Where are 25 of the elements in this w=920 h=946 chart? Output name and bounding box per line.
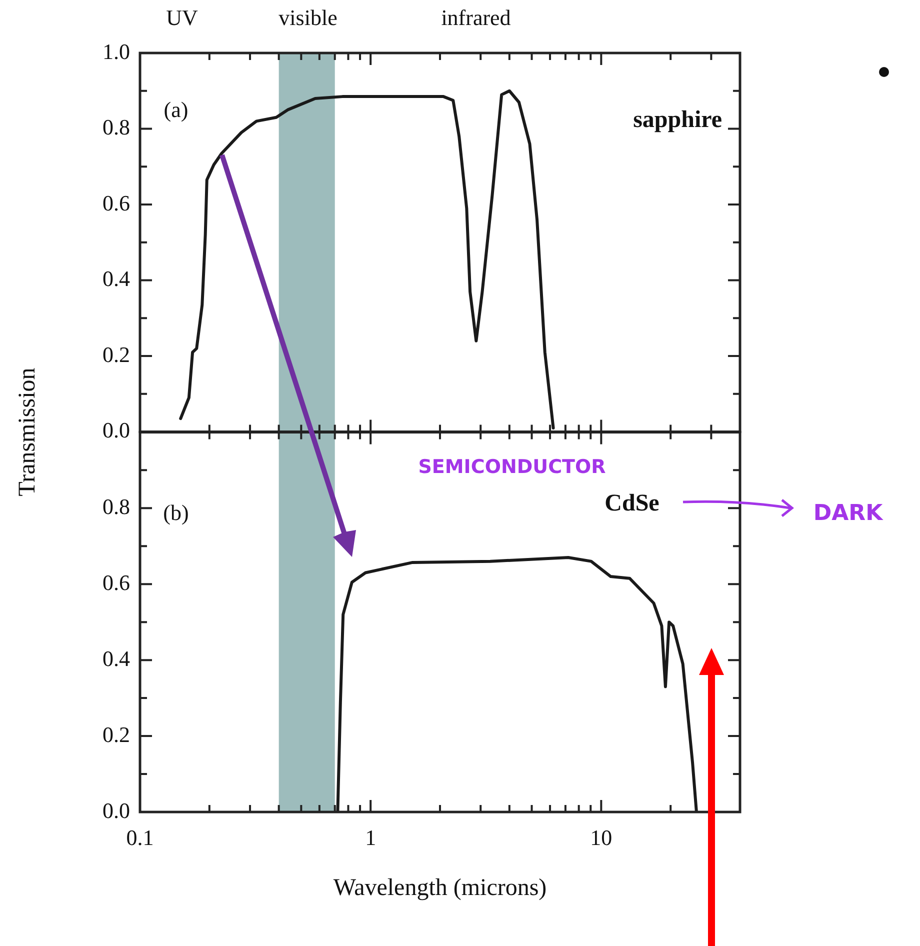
x-tick-label: 10 — [590, 824, 612, 850]
x-tick-label: 1 — [365, 824, 376, 850]
y-tick-label: 0.8 — [102, 114, 130, 140]
y-tick-label: 0.0 — [102, 418, 130, 443]
y-tick-label: 0.2 — [102, 722, 130, 747]
text: infrared — [441, 4, 511, 30]
y-tick-label: 0.2 — [102, 342, 130, 367]
y-tick-label: 1.0 — [102, 38, 130, 64]
annotation: (b) — [163, 500, 189, 525]
annotation: SEMICONDUCTOR — [418, 456, 606, 478]
y-tick-label: 0.4 — [102, 646, 130, 671]
annotation: sapphire — [633, 107, 722, 134]
y-tick-label: 0.8 — [102, 494, 130, 519]
x-axis-title: Wavelength (microns) — [333, 874, 547, 901]
text: DARK — [813, 500, 884, 526]
annotation: (a) — [164, 96, 188, 122]
y-tick-label: 0.6 — [102, 570, 130, 595]
annotation: CdSe — [604, 490, 660, 516]
y-tick-label: 0.0 — [102, 798, 130, 823]
text: visible — [278, 4, 338, 30]
text: UV — [166, 4, 198, 30]
y-tick-label: 0.6 — [102, 190, 130, 216]
y-axis-title: Transmission — [14, 368, 42, 496]
x-tick-label: 0.1 — [126, 824, 154, 850]
y-tick-label: 0.4 — [102, 266, 130, 292]
